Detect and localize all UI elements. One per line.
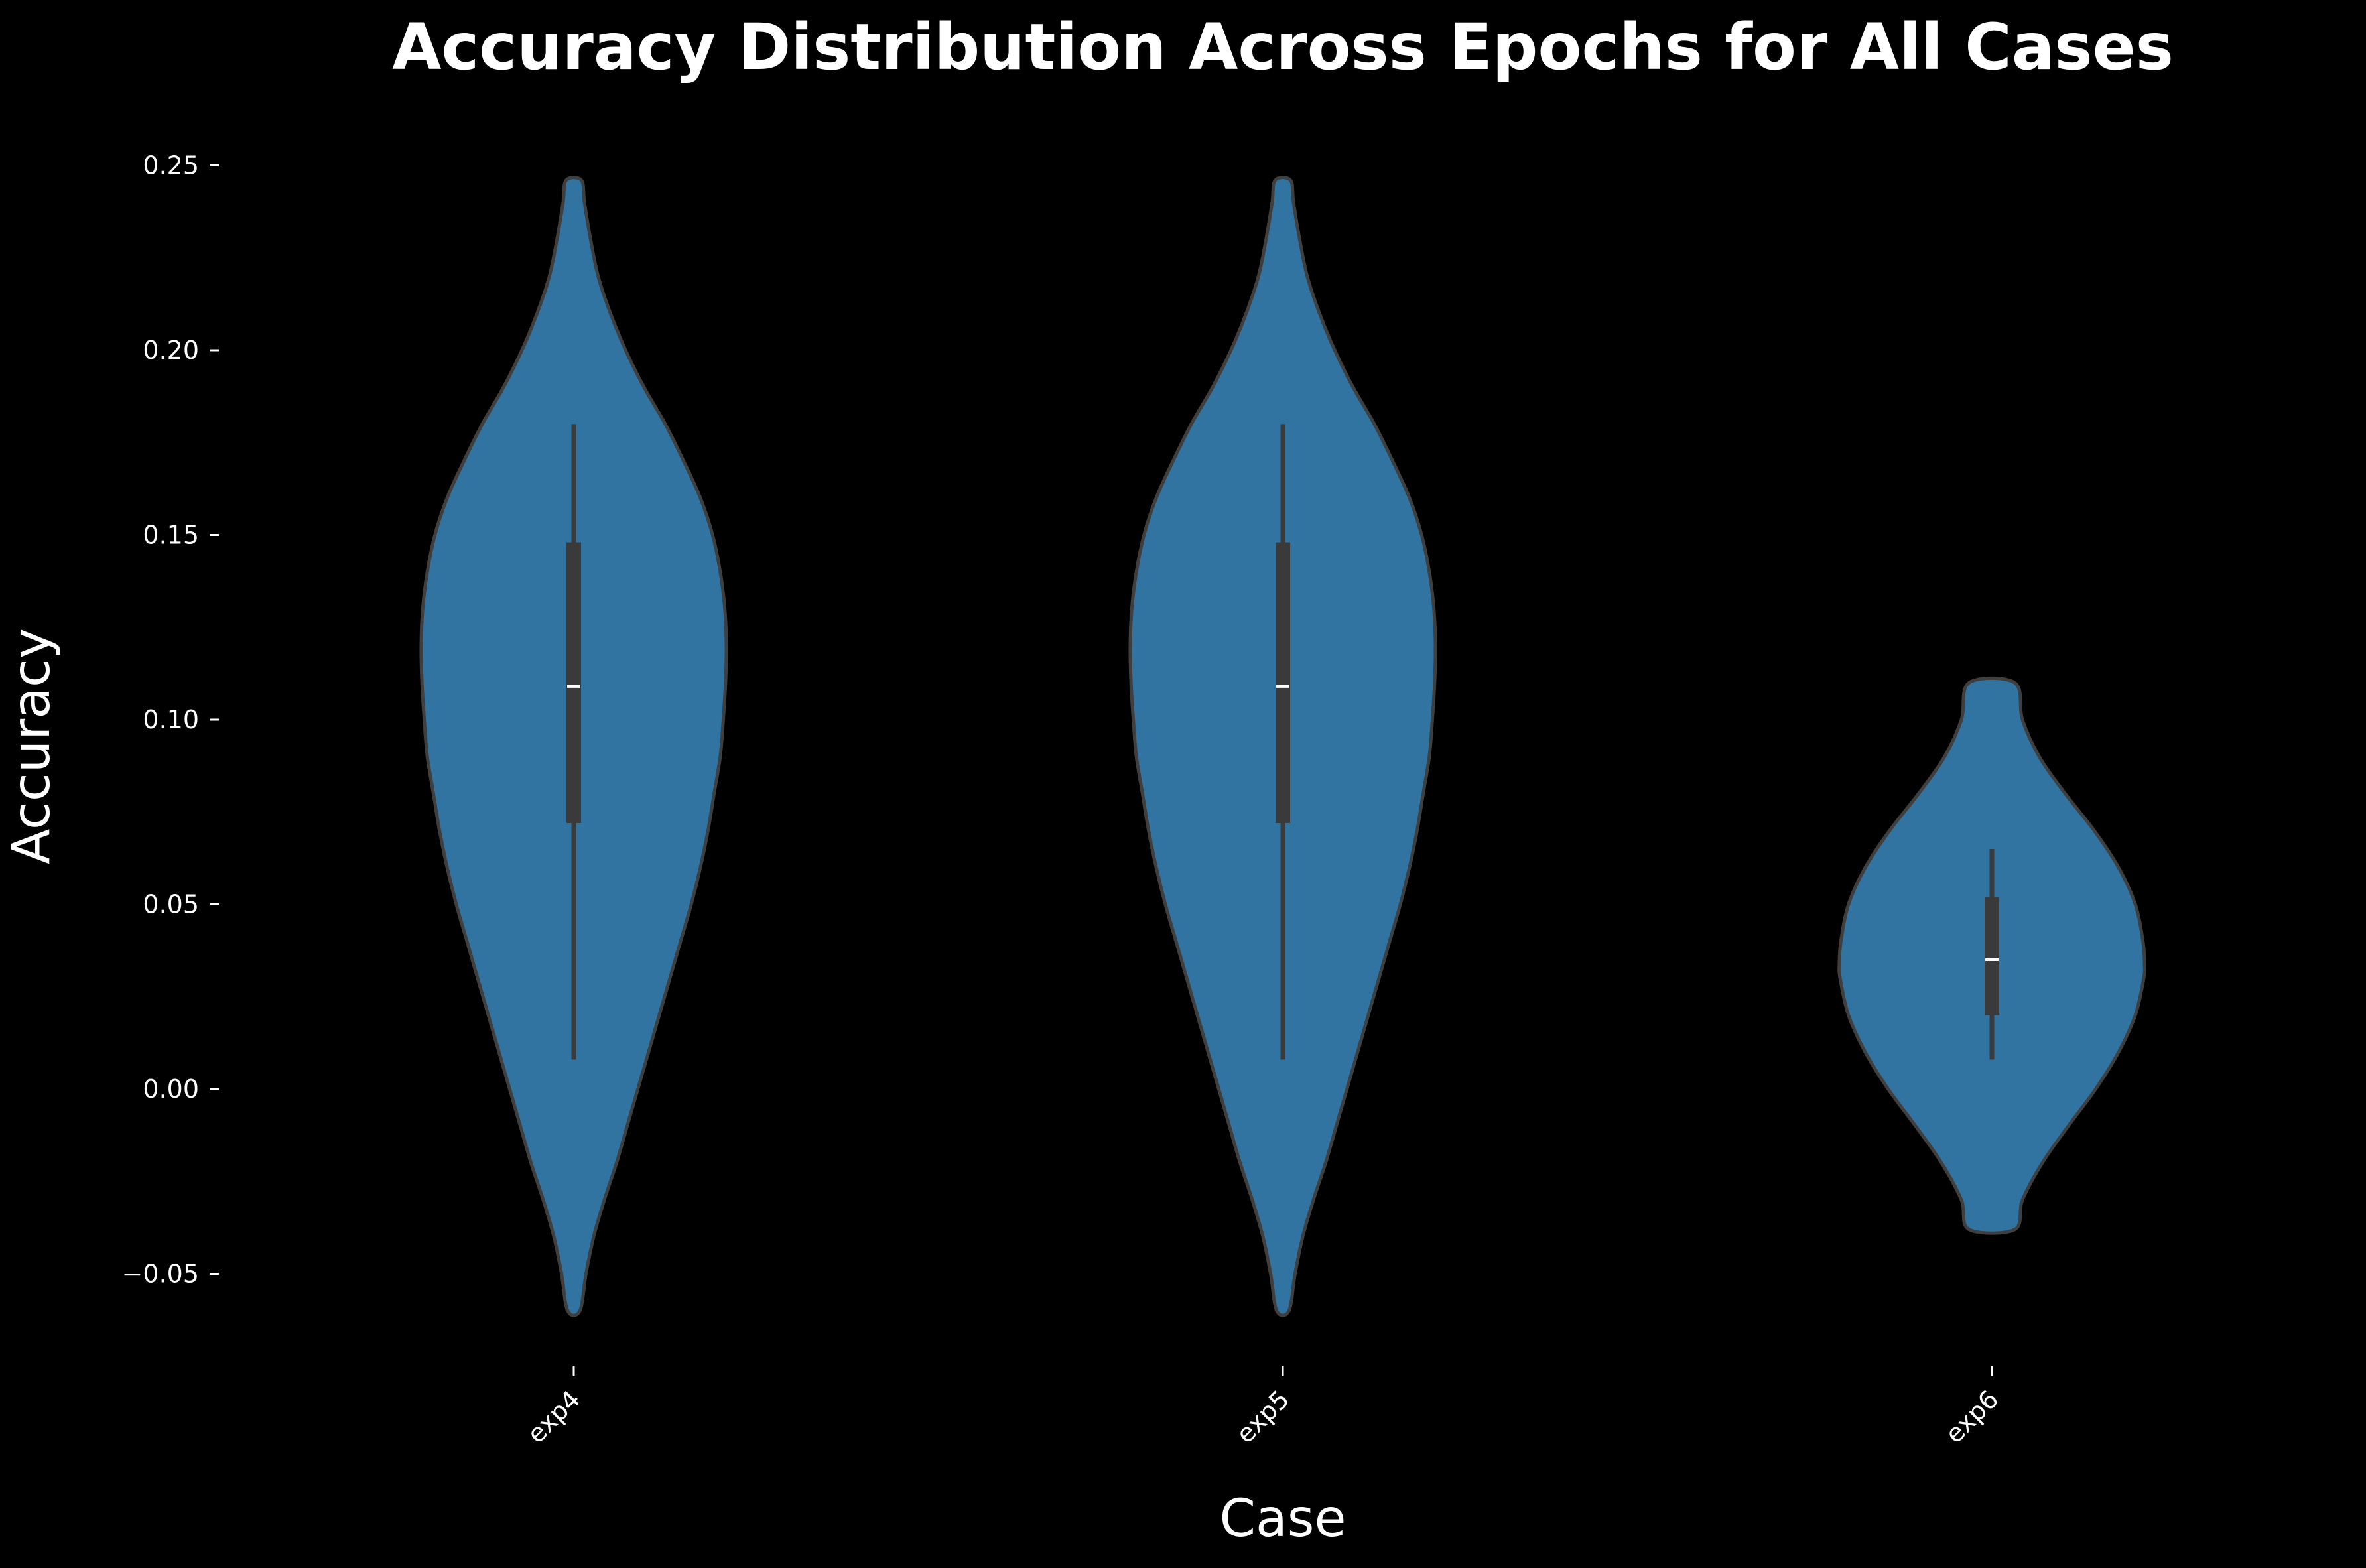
- y-tick-label: 0.10: [143, 705, 199, 734]
- iqr-box: [1985, 897, 1999, 1015]
- y-tick-label: 0.05: [143, 890, 199, 919]
- iqr-box: [1276, 542, 1290, 823]
- violin-exp6: [1837, 676, 2146, 1235]
- y-axis: −0.05 0.00 0.05 0.10 0.15 0.20 0.25: [122, 151, 219, 1289]
- violin-exp4: [419, 176, 728, 1317]
- x-axis-label: Case: [1220, 1489, 1347, 1549]
- y-tick-label: 0.00: [143, 1075, 199, 1104]
- iqr-box: [566, 542, 581, 823]
- y-tick-label: 0.20: [143, 336, 199, 365]
- violins: [419, 176, 2146, 1317]
- y-tick-label: 0.15: [143, 521, 199, 550]
- y-tick-label: −0.05: [122, 1260, 199, 1289]
- y-tick-label: 0.25: [143, 151, 199, 180]
- chart-title: Accuracy Distribution Across Epochs for …: [392, 10, 2174, 84]
- y-axis-label: Accuracy: [2, 628, 62, 864]
- violin-exp5: [1128, 176, 1437, 1317]
